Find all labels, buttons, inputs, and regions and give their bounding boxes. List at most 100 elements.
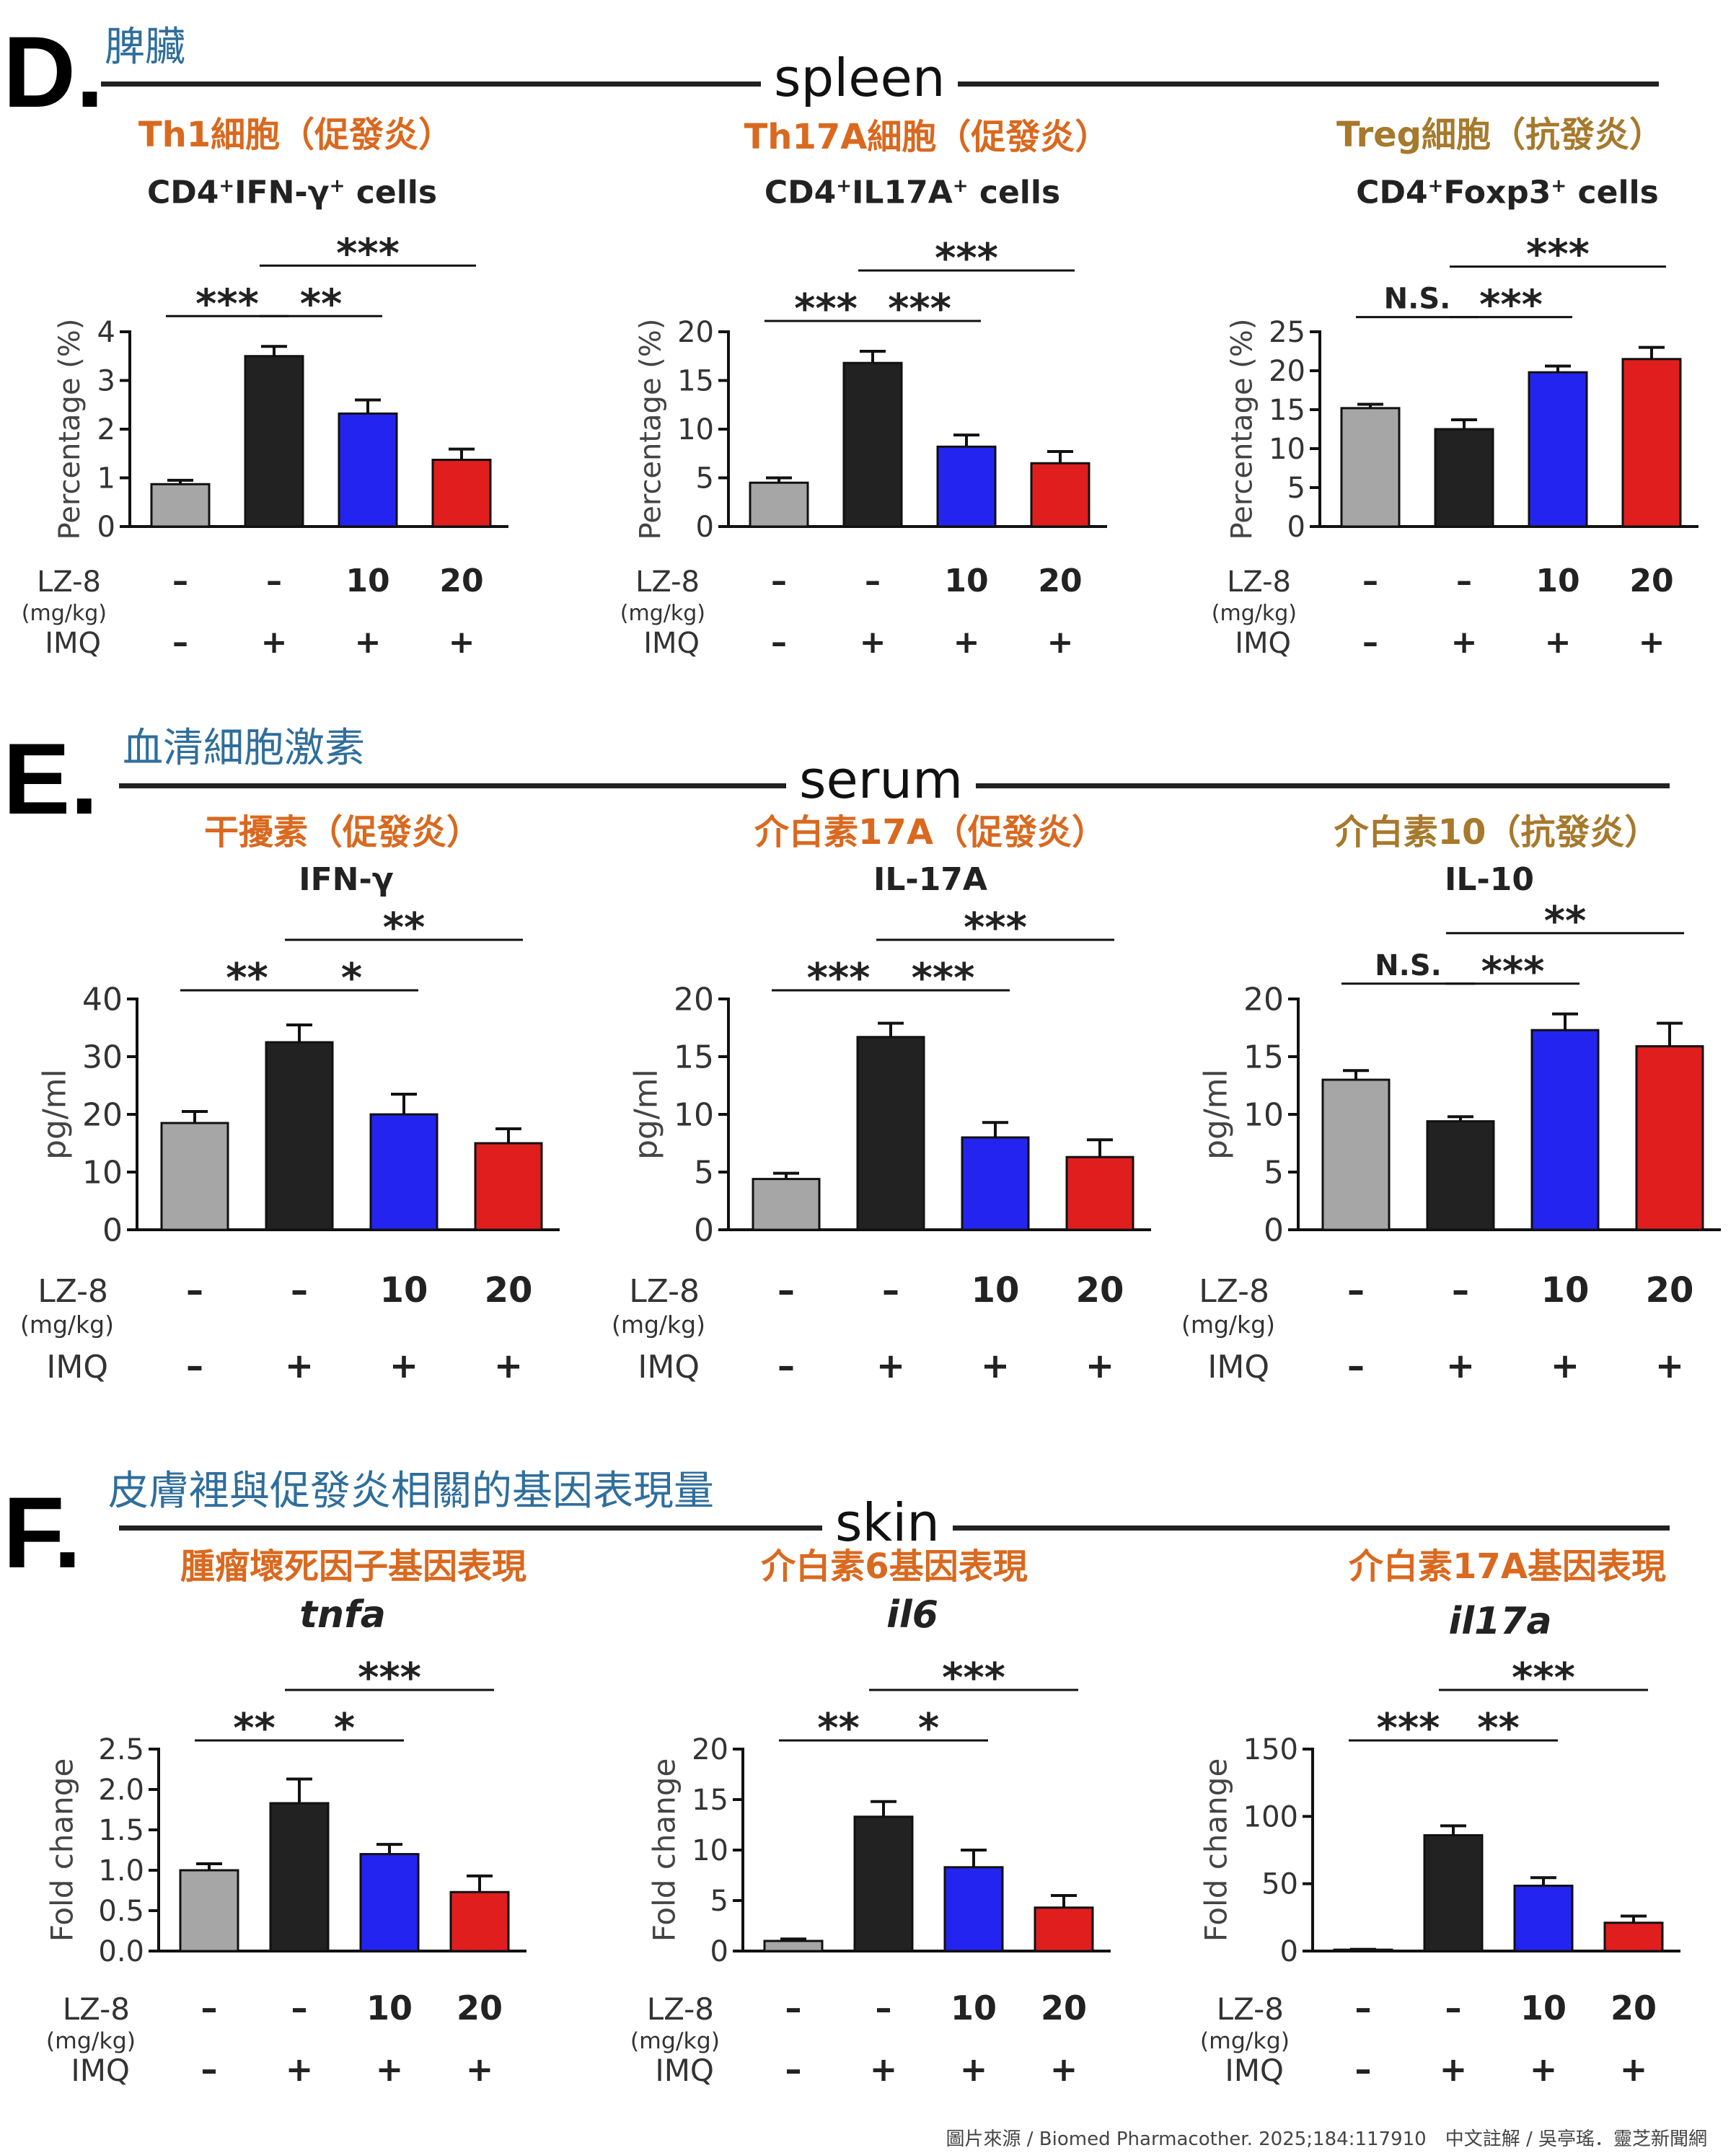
- chart-8-y-axis-label: Fold change: [646, 1758, 682, 1942]
- chart-6-cn-title: 介白素10（抗發炎）: [1334, 812, 1660, 853]
- chart-8-sig-label: ***: [942, 1655, 1005, 1701]
- chart-3-lz8-unit: (mg/kg): [1212, 601, 1297, 626]
- chart-4-imq-value: +: [494, 1346, 523, 1386]
- chart-1-bar-3: [338, 412, 398, 528]
- chart-9-imq-value: +: [1620, 2050, 1648, 2089]
- chart-1-sig-label: **: [300, 281, 343, 327]
- chart-8-y-tick-label: 10: [692, 1834, 728, 1867]
- chart-9-bar-4: [1603, 1921, 1664, 1952]
- chart-6-sig-label: ***: [1481, 948, 1545, 995]
- chart-5-imq-value: –: [777, 1346, 795, 1386]
- chart-1-cn-title: Th1細胞（促發炎）: [138, 115, 454, 155]
- chart-6-bar-2: [1426, 1120, 1495, 1231]
- chart-7-y-tick-label: 0.5: [98, 1895, 144, 1928]
- chart-1-sig-label: ***: [195, 281, 259, 327]
- chart-5-sig-label: ***: [964, 904, 1027, 951]
- chart-1-y-tick-label: 0: [97, 511, 115, 544]
- tissue-label-skin: skin: [822, 1497, 953, 1549]
- chart-5-imq-value: +: [981, 1346, 1010, 1386]
- chart-3-imq-label: IMQ: [1235, 627, 1291, 660]
- chart-3-sig-label: ***: [1526, 232, 1590, 278]
- chart-2-imq-value: +: [1047, 624, 1074, 661]
- chart-9-imq-value: +: [1440, 2050, 1468, 2089]
- chart-2-bar-1: [749, 481, 809, 528]
- chart-9-imq-label: IMQ: [1225, 2053, 1284, 2088]
- chart-8-imq-value: +: [870, 2050, 898, 2089]
- chart-7-sig-label: **: [233, 1705, 276, 1752]
- chart-8-bar-2: [853, 1815, 914, 1952]
- chart-2-imq-label: IMQ: [643, 627, 700, 660]
- chart-5-y-tick-label: 5: [694, 1154, 714, 1191]
- chart-5-sig-label: ***: [912, 955, 975, 1002]
- panel-letter-e: E.: [3, 722, 99, 835]
- chart-2-imq-value: –: [771, 624, 787, 661]
- chart-1-lz8-value: 20: [439, 563, 483, 599]
- chart-5-imq-value: +: [1085, 1346, 1114, 1386]
- chart-2-bar-3: [936, 445, 997, 528]
- chart-9-lz8-value: –: [1445, 1989, 1462, 2027]
- chart-7-bar-1: [179, 1869, 239, 1952]
- chart-7-bar-2: [269, 1802, 330, 1952]
- chart-3-lz8-value: –: [1456, 563, 1472, 599]
- chart-5-y-tick-label: 20: [674, 981, 714, 1018]
- chart-7-lz8-value: 10: [366, 1989, 413, 2027]
- chart-8-lz8-value: 10: [951, 1989, 997, 2027]
- chart-2-lz8-value: 20: [1038, 563, 1082, 599]
- chart-3-sig-label: ***: [1479, 282, 1543, 329]
- chart-9-title: il17a: [1448, 1600, 1552, 1643]
- chart-9-sig-label: ***: [1512, 1655, 1575, 1701]
- chart-8-bar-3: [943, 1866, 1004, 1952]
- chart-5-imq-label: IMQ: [638, 1349, 700, 1386]
- chart-6-sig-label: **: [1544, 898, 1587, 945]
- chart-5-bar-4: [1065, 1155, 1134, 1231]
- chart-2-y-tick-label: 0: [696, 511, 714, 544]
- chart-1-bar-2: [244, 355, 304, 528]
- chart-5-y-tick-label: 15: [674, 1039, 714, 1075]
- chart-7-y-tick-label: 2.5: [98, 1733, 144, 1766]
- chart-2-lz8-unit: (mg/kg): [620, 601, 705, 626]
- chart-4-bar-4: [474, 1142, 543, 1231]
- chart-4-lz8-value: 20: [485, 1270, 533, 1311]
- chart-5-bar-3: [961, 1136, 1030, 1231]
- chart-1-imq-label: IMQ: [45, 627, 101, 660]
- chart-4-sig-label: *: [341, 955, 362, 1002]
- chart-8-y-tick-label: 15: [692, 1784, 728, 1817]
- chart-4-title: IFN-γ: [299, 861, 394, 898]
- chart-7-bar-3: [359, 1853, 420, 1952]
- chart-4-lz8-unit: (mg/kg): [20, 1311, 114, 1339]
- chart-6-lz8-value: 10: [1541, 1270, 1590, 1311]
- chart-1-lz8-value: –: [266, 563, 282, 599]
- chart-7-sig-label: ***: [358, 1655, 421, 1701]
- chart-8-y-tick-label: 5: [710, 1885, 728, 1918]
- chart-4-y-tick-label: 10: [82, 1154, 123, 1191]
- chart-1-y-tick-label: 1: [97, 462, 115, 496]
- chart-5-y-axis-label: pg/ml: [627, 1069, 664, 1160]
- chart-5-lz8-value: –: [882, 1270, 899, 1311]
- chart-5-imq-value: +: [876, 1346, 905, 1386]
- chart-4-imq-value: +: [285, 1346, 314, 1386]
- chart-3-y-tick-label: 5: [1287, 472, 1305, 505]
- chart-3-lz8-value: –: [1362, 563, 1378, 599]
- chart-8-bar-1: [763, 1940, 824, 1952]
- chart-5-lz8-value: –: [777, 1270, 795, 1311]
- chart-8-y-tick-label: 20: [692, 1733, 728, 1766]
- chart-3-y-tick-label: 10: [1269, 433, 1305, 466]
- chart-1-imq-value: +: [355, 624, 382, 661]
- chart-9-cn-title: 介白素17A基因表現: [1349, 1546, 1666, 1587]
- chart-2-y-tick-label: 20: [677, 316, 714, 349]
- chart-4-sig-label: **: [383, 904, 426, 951]
- chart-3-imq-value: +: [1639, 624, 1665, 661]
- chart-8-sig-label: **: [817, 1705, 860, 1752]
- chart-2-y-tick-label: 10: [677, 413, 714, 446]
- chart-5-lz8-value: 20: [1076, 1270, 1124, 1311]
- chart-3-lz8-label: LZ-8: [1227, 565, 1291, 599]
- chart-7-imq-value: +: [376, 2050, 404, 2089]
- chart-5-lz8-label: LZ-8: [629, 1273, 700, 1310]
- chart-7-lz8-value: 20: [457, 1989, 503, 2027]
- chart-1-bar-1: [150, 483, 211, 528]
- chart-4-imq-value: –: [186, 1346, 203, 1386]
